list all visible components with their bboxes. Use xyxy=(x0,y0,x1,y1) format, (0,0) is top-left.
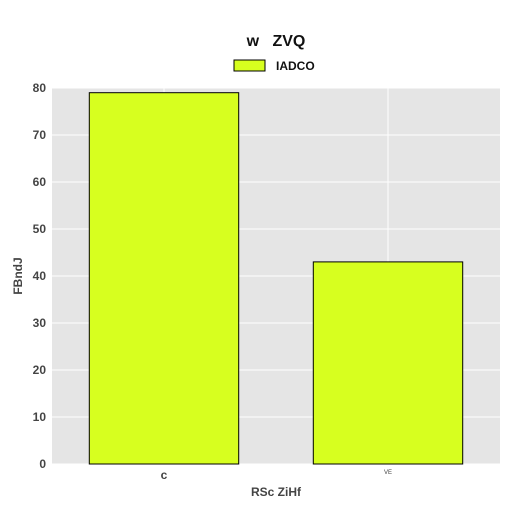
y-tick-label: 30 xyxy=(33,316,47,330)
y-tick-label: 0 xyxy=(39,457,46,471)
x-tick-label: VE xyxy=(384,470,392,476)
x-axis-label: RSc ZiHf xyxy=(251,485,302,499)
chart-title: w ZVQ xyxy=(246,33,306,50)
y-tick-label: 80 xyxy=(33,81,47,95)
y-tick-label: 40 xyxy=(33,269,47,283)
legend: IADCO xyxy=(233,59,315,73)
legend-label: IADCO xyxy=(276,59,315,73)
y-tick-label: 10 xyxy=(33,410,47,424)
y-tick-label: 70 xyxy=(33,128,47,142)
y-tick-label: 60 xyxy=(33,175,47,189)
bar-c xyxy=(88,92,240,465)
y-tick-label: 50 xyxy=(33,222,47,236)
x-axis-ticks: c VE xyxy=(161,468,392,482)
y-tick-label: 20 xyxy=(33,363,47,377)
legend-swatch xyxy=(233,59,266,72)
bars xyxy=(88,92,464,465)
y-axis-label: FBndJ xyxy=(11,257,25,294)
y-axis-ticks: 0 10 20 30 40 50 60 70 80 xyxy=(33,81,47,471)
x-tick-label: c xyxy=(161,468,168,482)
bar-VE xyxy=(312,261,464,465)
